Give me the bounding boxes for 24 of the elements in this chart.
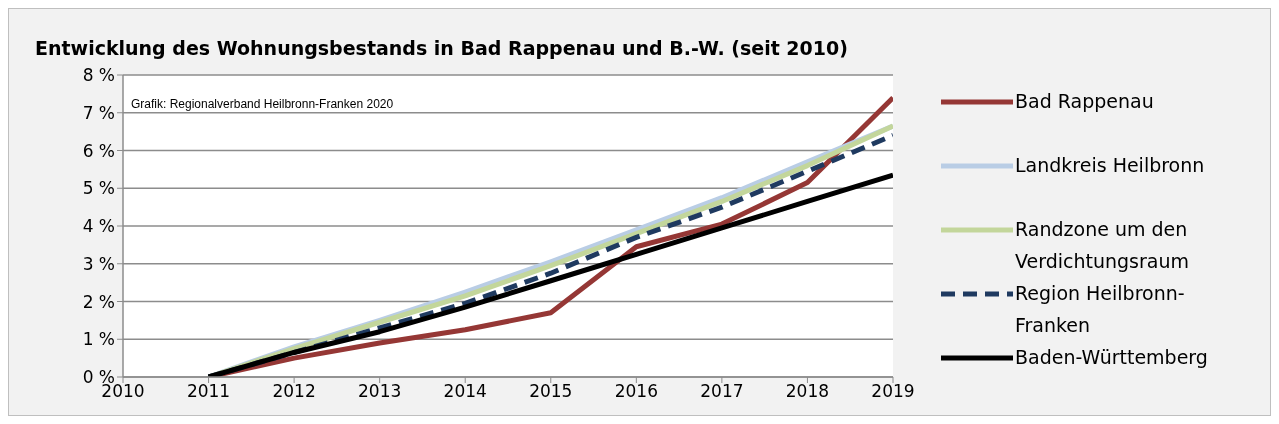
x-tick-label: 2017 [700, 381, 744, 402]
y-tick-label: 6 % [82, 140, 115, 161]
x-tick-label: 2014 [443, 381, 487, 402]
y-tick-label: 5 % [82, 178, 115, 199]
y-tick-label: 7 % [82, 102, 115, 123]
x-tick-label: 2012 [272, 381, 316, 402]
legend-label: Baden-Württemberg [1015, 345, 1209, 370]
chart-title: Entwicklung des Wohnungsbestands in Bad Rappenau und B.-W. (seit 2010) [35, 37, 848, 59]
x-tick-label: 2015 [529, 381, 573, 402]
legend-label: Randzone um den Verdichtungsraum [1015, 217, 1190, 274]
x-tick-label: 2018 [785, 381, 830, 402]
x-tick-label: 2016 [614, 381, 658, 402]
y-tick-label: 2 % [82, 291, 115, 312]
x-tick-label: 2019 [871, 381, 915, 402]
x-tick-label: 2011 [186, 381, 231, 402]
y-tick-label: 8 % [82, 65, 115, 86]
legend-label: Region Heilbronn-Franken [1015, 281, 1186, 338]
x-tick-label: 2013 [358, 381, 402, 402]
y-tick-label: 1 % [82, 329, 115, 350]
annotation: Grafik: Regionalverband Heilbronn-Franken 2020 [131, 97, 394, 111]
y-tick-label: 3 % [82, 253, 115, 274]
legend-label: Landkreis Heilbronn [1015, 153, 1206, 178]
legend-label: Bad Rappenau [1015, 89, 1155, 114]
y-tick-label: 4 % [82, 216, 115, 237]
